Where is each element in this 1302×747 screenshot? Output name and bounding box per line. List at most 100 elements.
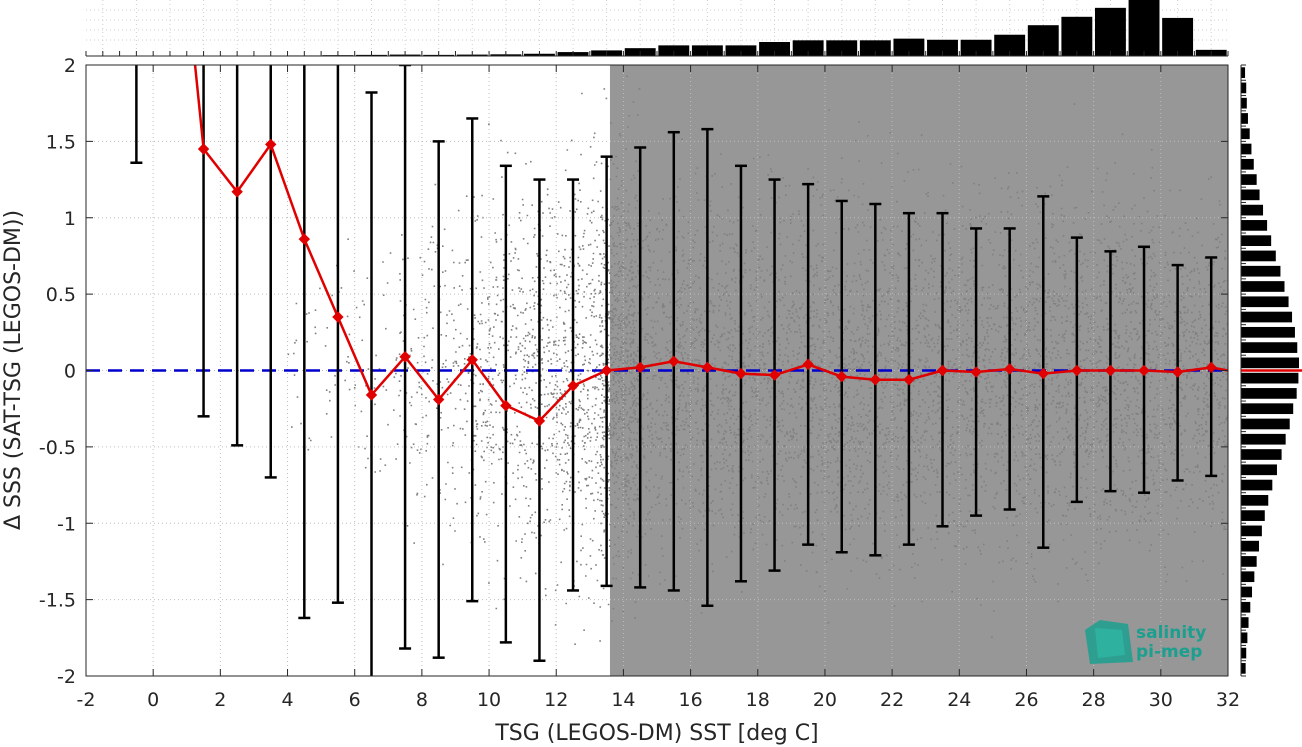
- right-histogram-bar: [1241, 494, 1269, 506]
- x-tick-label: 8: [416, 689, 428, 711]
- right-histogram-bar: [1241, 296, 1289, 308]
- right-histogram-bar: [1241, 311, 1293, 323]
- top-histogram-bar: [725, 45, 757, 56]
- y-tick-label: 2: [64, 55, 76, 77]
- right-histogram-bar: [1241, 342, 1298, 353]
- right-histogram-bar: [1241, 433, 1286, 445]
- mean-marker: [1138, 364, 1150, 377]
- x-tick-label: 32: [1216, 689, 1240, 711]
- mean-marker: [533, 415, 546, 427]
- x-tick-label: 10: [477, 689, 501, 711]
- mean-marker: [600, 364, 613, 377]
- right-histogram-bar: [1241, 647, 1247, 659]
- right-histogram-bar: [1241, 540, 1259, 552]
- y-tick-label: 1: [64, 208, 76, 230]
- right-histogram-bar: [1241, 158, 1254, 170]
- right-histogram-bar: [1241, 189, 1260, 201]
- right-histogram-bar: [1241, 372, 1299, 384]
- top-histogram-bar: [792, 40, 824, 56]
- top-histogram-bar: [927, 39, 958, 56]
- right-histogram-bar: [1241, 586, 1253, 598]
- right-histogram-bar: [1241, 418, 1290, 430]
- mean-marker: [970, 366, 982, 378]
- right-histogram-bar: [1241, 143, 1252, 155]
- mean-marker: [399, 351, 411, 363]
- right-histogram-bar: [1241, 281, 1285, 292]
- x-tick-label: 24: [947, 689, 971, 711]
- x-tick-label: 2: [214, 689, 226, 711]
- right-histogram-bar: [1241, 571, 1255, 583]
- top-histogram-bar: [859, 40, 891, 56]
- top-histogram-bar: [691, 45, 723, 56]
- mean-marker: [936, 364, 949, 377]
- right-histogram-bar: [1241, 403, 1294, 415]
- y-tick-labels: 2 1.5 1 0.5 0 -0.5 -1 -1.5 -2: [39, 55, 76, 688]
- y-tick-label: -1.5: [39, 590, 76, 612]
- top-histogram: [85, 0, 1229, 57]
- right-histogram-bar: [1241, 479, 1273, 491]
- mean-marker: [768, 369, 781, 381]
- mean-marker: [231, 186, 243, 198]
- top-histogram-bar: [1094, 7, 1126, 56]
- y-axis-title: Δ SSS (SAT-TSG (LEGOS-DM)): [1, 210, 26, 530]
- x-tick-label: 12: [544, 689, 568, 711]
- top-histogram-bar: [759, 42, 791, 56]
- right-histogram-bar: [1241, 204, 1264, 216]
- right-histogram-bar: [1241, 128, 1250, 140]
- x-tick-label: 6: [349, 689, 361, 711]
- y-tick-label: 1.5: [46, 131, 76, 153]
- right-histogram-bar: [1241, 97, 1247, 109]
- x-tick-label: 20: [813, 689, 837, 711]
- top-histogram-bar: [1027, 25, 1059, 56]
- y-tick-label: -2: [57, 666, 76, 688]
- mean-marker: [567, 380, 579, 392]
- mean-marker: [836, 370, 848, 383]
- right-histogram-bar: [1241, 510, 1265, 521]
- right-histogram-bar: [1241, 525, 1262, 537]
- x-tick-label: 18: [746, 689, 770, 711]
- top-histogram-bar: [1128, 0, 1160, 56]
- right-histogram-bar: [1241, 250, 1276, 262]
- mean-marker: [298, 233, 311, 245]
- right-histogram: [1240, 64, 1302, 677]
- mean-marker: [1037, 367, 1049, 380]
- x-tick-label: 26: [1014, 689, 1038, 711]
- right-histogram-bar: [1241, 632, 1248, 644]
- x-tick-label: 16: [678, 689, 702, 711]
- mean-marker: [500, 399, 512, 412]
- mean-marker: [332, 311, 344, 323]
- x-tick-label: 28: [1082, 689, 1106, 711]
- mean-marker: [1205, 361, 1217, 374]
- right-histogram-bar: [1241, 464, 1277, 476]
- x-tick-label: 30: [1149, 689, 1173, 711]
- mean-marker: [869, 373, 882, 386]
- y-tick-label: 0: [64, 361, 76, 383]
- mean-marker: [197, 143, 210, 155]
- svg-text:salinity: salinity: [1136, 623, 1206, 643]
- y-tick-label: -0.5: [39, 437, 76, 459]
- mean-marker: [365, 389, 378, 401]
- x-tick-label: -2: [77, 689, 96, 711]
- x-tick-label: 4: [281, 689, 293, 711]
- right-histogram-bar: [1241, 601, 1251, 613]
- right-histogram-bar: [1241, 113, 1248, 124]
- top-histogram-bar: [994, 34, 1026, 56]
- right-histogram-bar: [1241, 388, 1297, 399]
- y-tick-label: 0.5: [46, 284, 76, 306]
- right-histogram-bar: [1241, 449, 1282, 460]
- x-tick-label: 0: [147, 689, 159, 711]
- mean-marker: [265, 138, 277, 151]
- mean-marker: [432, 393, 445, 406]
- mean-marker: [735, 367, 747, 380]
- right-histogram-bar: [1241, 663, 1246, 674]
- right-histogram-bar: [1241, 220, 1268, 231]
- salinity-pimep-logo: salinity pi-mep: [1085, 620, 1206, 664]
- svg-text:pi-mep: pi-mep: [1136, 642, 1202, 662]
- right-histogram-bar: [1241, 235, 1272, 247]
- mean-marker: [668, 355, 680, 368]
- right-histogram-bar: [1241, 357, 1299, 369]
- right-histogram-bar: [1241, 265, 1281, 277]
- mean-marker: [466, 354, 478, 366]
- top-histogram-bar: [1061, 16, 1093, 56]
